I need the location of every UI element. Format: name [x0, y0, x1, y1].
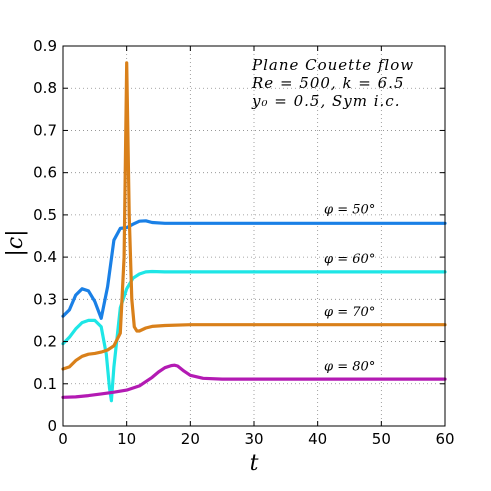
- annotation-line-2: Re = 500, k = 6.5: [251, 74, 405, 92]
- y-tick-label: 0.3: [33, 290, 57, 308]
- y-tick-label: 0: [47, 417, 57, 435]
- series-label-2: φ = 60°: [324, 252, 375, 267]
- y-tick-label: 0.6: [33, 164, 57, 182]
- series-line-3: [61, 61, 447, 371]
- ticks: [62, 45, 446, 427]
- grid: [63, 46, 445, 426]
- x-tick-label: 30: [244, 430, 263, 448]
- y-tick-label: 0.4: [33, 248, 57, 266]
- y-tick-label: 0.5: [33, 206, 57, 224]
- annotation-line-3: y₀ = 0.5, Sym i.c.: [251, 92, 400, 110]
- series-line-1: [61, 219, 447, 320]
- x-tick-label: 40: [308, 430, 327, 448]
- x-tick-label: 60: [435, 430, 454, 448]
- series-labels: φ = 50° φ = 60° φ = 70° φ = 80°: [324, 203, 375, 375]
- series-label-1: φ = 50°: [324, 203, 375, 218]
- series-layer: [61, 61, 447, 403]
- series-line-4: [61, 363, 447, 399]
- tick-labels: 0 10 20 30 40 50 60 0 0.1 0.2 0.3 0.4 0.5 0.6 0.7 0.8 0.…: [33, 37, 454, 448]
- x-tick-label: 0: [58, 430, 68, 448]
- x-tick-label: 20: [181, 430, 200, 448]
- x-tick-label: 50: [372, 430, 391, 448]
- y-tick-label: 0.8: [33, 79, 57, 97]
- series-label-3: φ = 70°: [324, 305, 375, 320]
- y-axis-label: |c|: [3, 229, 28, 256]
- y-tick-label: 0.7: [33, 121, 57, 139]
- y-tick-label: 0.1: [33, 375, 57, 393]
- series-label-4: φ = 80°: [324, 359, 375, 374]
- y-tick-label: 0.9: [33, 37, 57, 55]
- x-tick-label: 10: [117, 430, 136, 448]
- y-tick-label: 0.2: [33, 333, 57, 351]
- annotation-line-1: Plane Couette flow: [251, 56, 414, 74]
- x-axis-label: t: [250, 451, 259, 476]
